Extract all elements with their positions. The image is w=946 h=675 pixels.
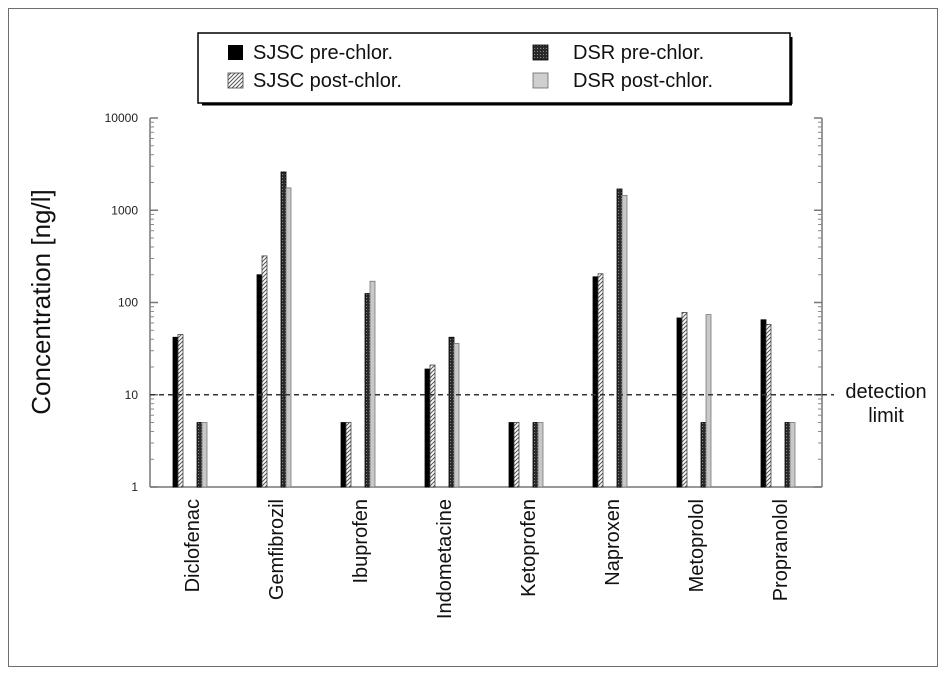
bar-dsr-pre-ketoprofen <box>532 422 539 488</box>
bar-dsr-post-propranolol <box>789 422 796 488</box>
bar-dsr-pre-ibuprofen <box>364 293 371 488</box>
bar-dsr-pre-metoprolol <box>700 422 707 488</box>
legend-swatch-sjsc-pre <box>228 45 243 60</box>
x-tick-labels: Diclofenac Gemfibrozil Ibuprofen Indometaci… <box>182 499 792 619</box>
y-ticks: 1 10 100 1000 10000 <box>105 111 822 494</box>
bar-dsr-post-gemfibrozil <box>285 187 292 488</box>
x-tick-label-diclofenac: Diclofenac <box>182 499 204 592</box>
detection-limit-label-2: limit <box>868 405 904 427</box>
bar-sjsc-post-indometacine <box>429 364 436 488</box>
bar-sjsc-pre-metoprolol <box>676 317 683 488</box>
x-tick-label-propranolol: Propranolol <box>770 499 792 601</box>
x-tick-label-ketoprofen: Ketoprofen <box>518 499 540 597</box>
bars <box>172 171 796 488</box>
bar-sjsc-pre-gemfibrozil <box>256 274 263 488</box>
bar-dsr-pre-naproxen <box>616 188 623 488</box>
x-tick-label-metoprolol: Metoprolol <box>686 499 708 592</box>
x-tick-label-gemfibrozil: Gemfibrozil <box>266 499 288 600</box>
legend-swatch-dsr-post <box>532 72 549 89</box>
bar-sjsc-pre-propranolol <box>760 319 767 488</box>
legend-label-dsr-post: DSR post-chlor. <box>573 70 713 92</box>
bar-dsr-pre-diclofenac <box>196 422 203 488</box>
legend-label-sjsc-pre: SJSC pre-chlor. <box>253 42 393 64</box>
legend-label-dsr-pre: DSR pre-chlor. <box>573 42 704 64</box>
y-tick-label: 10000 <box>105 111 139 125</box>
bar-dsr-post-naproxen <box>621 194 628 488</box>
bar-sjsc-post-metoprolol <box>681 312 688 488</box>
bar-sjsc-post-diclofenac <box>177 334 184 488</box>
bar-sjsc-pre-diclofenac <box>172 336 179 488</box>
bar-sjsc-post-propranolol <box>765 323 772 488</box>
bar-dsr-post-indometacine <box>453 343 460 488</box>
bar-dsr-post-ibuprofen <box>369 280 376 488</box>
bar-sjsc-pre-ketoprofen <box>508 422 515 488</box>
bar-dsr-post-ketoprofen <box>537 422 544 488</box>
bar-sjsc-post-ketoprofen <box>513 422 520 488</box>
bar-sjsc-pre-naproxen <box>592 276 599 488</box>
x-tick-label-naproxen: Naproxen <box>602 499 624 586</box>
bar-sjsc-post-gemfibrozil <box>261 255 268 488</box>
y-tick-label: 10 <box>125 388 139 402</box>
legend-label-sjsc-post: SJSC post-chlor. <box>253 70 402 92</box>
bar-dsr-post-diclofenac <box>201 422 208 488</box>
legend: SJSC pre-chlor. SJSC post-chlor. DSR pre… <box>197 32 793 106</box>
x-tick-label-ibuprofen: Ibuprofen <box>350 499 372 584</box>
detection-limit-label-1: detection <box>845 381 926 403</box>
bar-sjsc-post-ibuprofen <box>345 422 352 488</box>
figure-frame <box>8 8 938 667</box>
y-axis-title: Concentration [ng/l] <box>26 189 56 414</box>
x-tick-label-indometacine: Indometacine <box>434 499 456 619</box>
bar-dsr-post-metoprolol <box>705 314 712 488</box>
legend-swatch-sjsc-post <box>227 72 244 89</box>
bar-sjsc-pre-ibuprofen <box>340 422 347 488</box>
bar-dsr-pre-indometacine <box>448 336 455 488</box>
legend-swatch-dsr-pre <box>532 44 549 61</box>
bar-dsr-pre-propranolol <box>784 422 791 488</box>
y-tick-label: 1 <box>131 480 138 494</box>
bar-dsr-pre-gemfibrozil <box>280 171 287 488</box>
y-tick-label: 100 <box>118 296 138 310</box>
bar-sjsc-pre-indometacine <box>424 368 431 488</box>
y-tick-label: 1000 <box>111 203 138 217</box>
bar-sjsc-post-naproxen <box>597 273 604 488</box>
